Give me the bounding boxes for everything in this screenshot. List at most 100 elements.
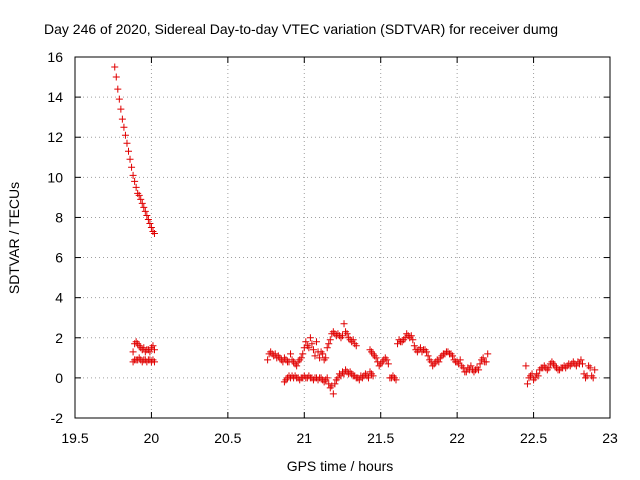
data-point	[143, 211, 151, 219]
y-tick-label: 8	[55, 209, 63, 225]
x-tick-label: 22	[449, 430, 465, 446]
data-point	[339, 332, 346, 340]
x-tick-label: 20.5	[214, 430, 241, 446]
x-tick-label: 20	[144, 430, 160, 446]
y-tick-label: 0	[55, 370, 63, 386]
data-point	[306, 334, 314, 342]
data-point	[545, 364, 553, 372]
data-point	[372, 354, 380, 362]
data-point	[114, 85, 122, 93]
y-tick-label: 4	[55, 290, 63, 306]
data-point	[126, 155, 134, 163]
data-point	[479, 354, 487, 362]
data-point	[340, 320, 348, 328]
plot-frame	[74, 56, 611, 419]
data-point	[322, 354, 330, 362]
data-point	[313, 338, 321, 346]
data-point	[484, 350, 492, 358]
data-point	[578, 360, 586, 368]
data-point	[129, 171, 137, 179]
data-point	[118, 115, 126, 123]
data-point	[319, 350, 327, 358]
y-tick-label: 14	[47, 89, 63, 105]
x-tick-label: 22.5	[520, 430, 547, 446]
data-point	[352, 342, 360, 350]
data-point	[150, 358, 158, 366]
data-point	[138, 199, 146, 207]
data-point	[140, 203, 148, 211]
data-point	[325, 340, 333, 348]
x-tick-label: 23	[602, 430, 618, 446]
data-point	[586, 364, 594, 372]
data-point	[349, 336, 357, 344]
data-point	[299, 350, 307, 358]
plot-border	[74, 56, 611, 419]
y-tick-label: 2	[55, 330, 63, 346]
data-point	[117, 105, 125, 113]
data-point	[150, 346, 158, 354]
data-point	[591, 366, 599, 374]
data-point	[123, 139, 131, 147]
data-point	[589, 374, 597, 382]
data-point	[131, 177, 139, 185]
data-point	[435, 358, 443, 366]
y-tick-label: 16	[47, 49, 63, 65]
data-point	[111, 63, 119, 71]
data-point	[135, 191, 143, 199]
x-tick-label: 19.5	[61, 430, 88, 446]
data-point	[384, 360, 392, 368]
y-tick-label: 10	[47, 169, 63, 185]
data-point	[423, 348, 431, 356]
x-axis: 19.5 20 20.5 21 21.5 22 22.5 23	[61, 57, 618, 446]
data-point	[302, 338, 310, 346]
data-point	[523, 380, 531, 388]
y-tick-label: 12	[47, 129, 63, 145]
x-tick-label: 21	[296, 430, 312, 446]
x-tick-label: 21.5	[367, 430, 394, 446]
data-point	[297, 354, 305, 362]
data-point	[115, 95, 123, 103]
data-point	[364, 374, 372, 382]
data-point	[132, 183, 140, 191]
data-point	[482, 358, 490, 366]
data-point	[331, 380, 339, 388]
data-point	[410, 342, 418, 350]
data-point	[467, 362, 475, 370]
data-point	[449, 352, 457, 360]
data-point	[147, 223, 155, 231]
data-point	[112, 73, 120, 81]
data-point	[323, 374, 331, 382]
data-point	[323, 344, 331, 352]
data-point	[121, 131, 129, 139]
data-point	[456, 356, 464, 364]
data-point	[383, 356, 391, 364]
data-point	[329, 390, 337, 398]
data-point	[343, 330, 351, 338]
data-point	[146, 219, 154, 227]
data-point	[316, 354, 324, 362]
data-point	[150, 229, 158, 237]
y-axis: -2 0 2 4 6 8 10 12 14 16	[47, 49, 610, 426]
data-point	[137, 195, 145, 203]
data-point	[141, 207, 149, 215]
chart-title: Day 246 of 2020, Sidereal Day-to-day VTE…	[44, 21, 558, 37]
data-point	[424, 352, 432, 360]
data-point	[129, 348, 137, 356]
data-point	[120, 123, 128, 131]
data-point	[476, 360, 484, 368]
data-point	[534, 372, 542, 380]
data-points	[111, 63, 599, 398]
data-point	[326, 336, 334, 344]
grid	[75, 57, 610, 418]
data-point	[308, 340, 316, 348]
data-point	[522, 362, 530, 370]
data-point	[146, 348, 154, 356]
data-point	[407, 332, 415, 340]
data-point	[475, 366, 483, 374]
data-point	[305, 344, 313, 352]
data-point	[149, 342, 157, 350]
x-axis-label: GPS time / hours	[287, 458, 394, 474]
data-point	[125, 147, 132, 155]
data-point	[577, 356, 585, 364]
